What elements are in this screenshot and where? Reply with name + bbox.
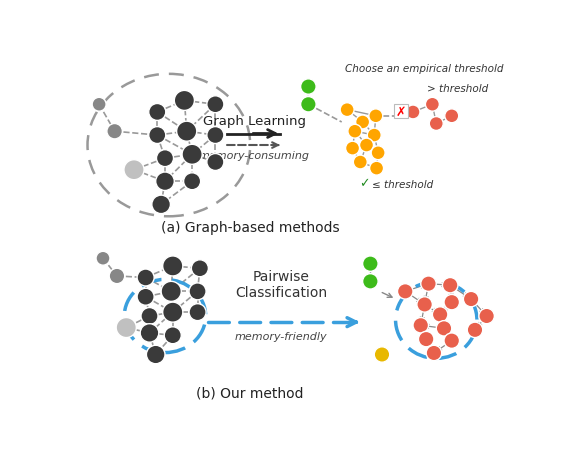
Circle shape xyxy=(479,308,494,324)
Circle shape xyxy=(371,146,385,160)
Text: (a) Graph-based methods: (a) Graph-based methods xyxy=(161,220,340,234)
Text: ✗: ✗ xyxy=(395,106,406,118)
Circle shape xyxy=(363,257,378,272)
Circle shape xyxy=(418,332,434,347)
Circle shape xyxy=(444,295,460,310)
Circle shape xyxy=(340,103,354,118)
Text: (b) Our method: (b) Our method xyxy=(196,386,304,399)
Text: ≤ threshold: ≤ threshold xyxy=(372,179,433,190)
Circle shape xyxy=(124,160,144,180)
Text: ✓: ✓ xyxy=(359,176,369,190)
Circle shape xyxy=(161,282,181,302)
Circle shape xyxy=(157,151,173,167)
Circle shape xyxy=(444,333,460,348)
Circle shape xyxy=(420,276,436,292)
Text: memory-friendly: memory-friendly xyxy=(235,332,328,341)
Circle shape xyxy=(182,145,202,165)
Circle shape xyxy=(445,110,458,123)
Circle shape xyxy=(137,289,154,306)
Circle shape xyxy=(429,118,443,131)
Text: memory-consuming: memory-consuming xyxy=(199,151,310,161)
Text: Choose an empirical threshold: Choose an empirical threshold xyxy=(346,64,504,74)
Circle shape xyxy=(467,323,483,338)
Circle shape xyxy=(207,96,224,113)
Circle shape xyxy=(436,321,452,336)
Circle shape xyxy=(92,98,106,112)
Circle shape xyxy=(164,327,181,344)
Circle shape xyxy=(359,139,373,153)
Circle shape xyxy=(442,278,458,293)
Circle shape xyxy=(397,284,413,299)
Text: Pairwise
Classification: Pairwise Classification xyxy=(235,269,327,299)
Circle shape xyxy=(109,269,124,284)
Circle shape xyxy=(175,91,195,111)
Circle shape xyxy=(417,297,433,313)
Circle shape xyxy=(207,154,224,171)
Circle shape xyxy=(426,346,442,361)
Circle shape xyxy=(146,346,165,364)
Circle shape xyxy=(189,283,206,300)
Circle shape xyxy=(116,318,137,338)
Circle shape xyxy=(189,304,206,321)
Circle shape xyxy=(367,129,381,143)
Circle shape xyxy=(141,308,158,325)
Circle shape xyxy=(301,80,316,95)
Circle shape xyxy=(433,307,448,323)
Circle shape xyxy=(152,196,170,214)
Circle shape xyxy=(107,124,122,140)
Circle shape xyxy=(191,260,209,277)
Circle shape xyxy=(463,292,479,307)
Text: > threshold: > threshold xyxy=(427,84,488,94)
Circle shape xyxy=(137,269,154,286)
FancyBboxPatch shape xyxy=(393,105,408,119)
Circle shape xyxy=(96,252,110,266)
Circle shape xyxy=(177,122,197,142)
Circle shape xyxy=(363,274,378,290)
Circle shape xyxy=(413,318,429,333)
Circle shape xyxy=(162,302,183,323)
Text: Graph Learning: Graph Learning xyxy=(203,115,306,128)
Circle shape xyxy=(355,116,370,129)
Circle shape xyxy=(301,97,316,113)
Circle shape xyxy=(149,127,166,144)
Circle shape xyxy=(184,174,200,190)
Circle shape xyxy=(348,125,362,139)
Circle shape xyxy=(156,173,175,191)
Circle shape xyxy=(369,110,383,123)
Circle shape xyxy=(162,257,183,276)
Circle shape xyxy=(353,156,367,169)
Circle shape xyxy=(140,324,159,342)
Circle shape xyxy=(149,104,166,121)
Circle shape xyxy=(370,162,384,176)
Circle shape xyxy=(406,106,420,120)
Circle shape xyxy=(346,142,359,156)
Circle shape xyxy=(207,127,224,144)
Circle shape xyxy=(426,98,439,112)
Circle shape xyxy=(374,347,390,363)
